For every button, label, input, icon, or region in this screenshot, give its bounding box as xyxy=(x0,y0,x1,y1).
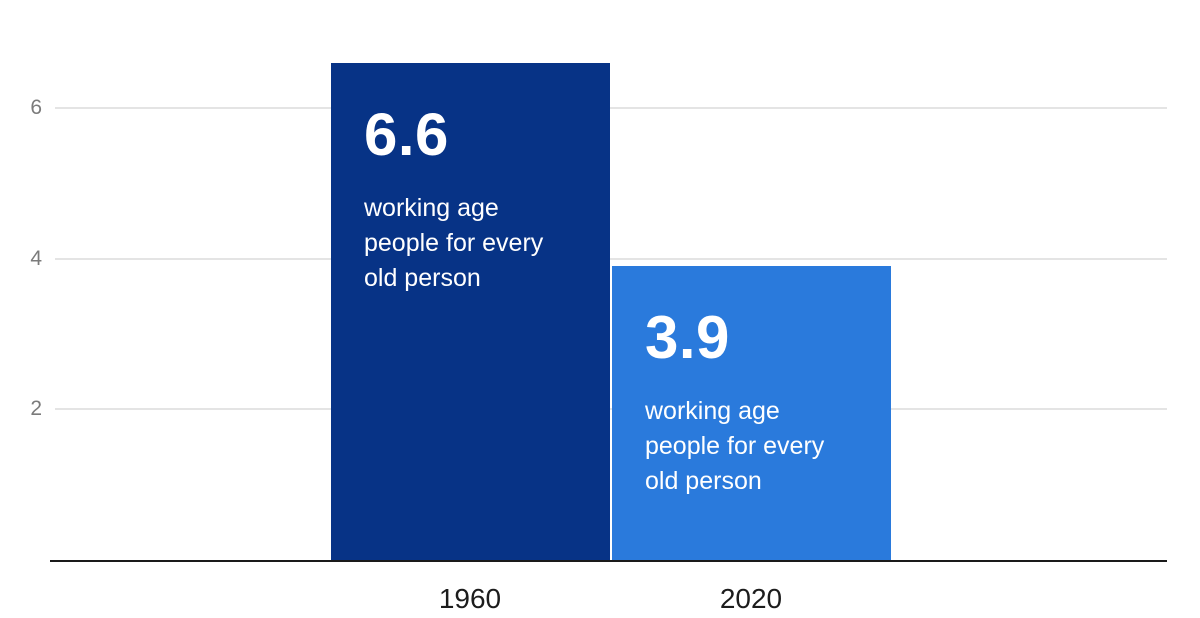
gridline xyxy=(55,257,1167,260)
y-tick-label: 6 xyxy=(30,96,42,120)
bar-description-line: people for every xyxy=(645,432,825,461)
bar-description-line: working age xyxy=(645,397,780,426)
bar-value-label: 6.6 xyxy=(364,101,449,169)
bar-description-line: working age xyxy=(364,194,499,223)
bar-description: working age people for every old person xyxy=(645,394,881,499)
y-tick-label: 4 xyxy=(30,246,42,270)
bar-value-label: 3.9 xyxy=(645,304,730,372)
gridline xyxy=(55,107,1167,110)
gridline xyxy=(55,408,1167,411)
x-axis-label-1960: 1960 xyxy=(438,583,502,614)
y-tick-label: 2 xyxy=(30,397,42,421)
bar-1960: 6.6 working age people for every old person xyxy=(331,63,610,560)
bar-description-line: people for every xyxy=(364,229,544,258)
bar-2020: 3.9 working age people for every old person xyxy=(612,266,891,560)
bar-description-line: old person xyxy=(645,467,762,496)
bar-description: working age people for every old person xyxy=(364,191,600,296)
x-axis-label-2020: 2020 xyxy=(719,583,783,614)
x-axis-line xyxy=(50,560,1167,562)
bar-description-line: old person xyxy=(364,264,481,293)
